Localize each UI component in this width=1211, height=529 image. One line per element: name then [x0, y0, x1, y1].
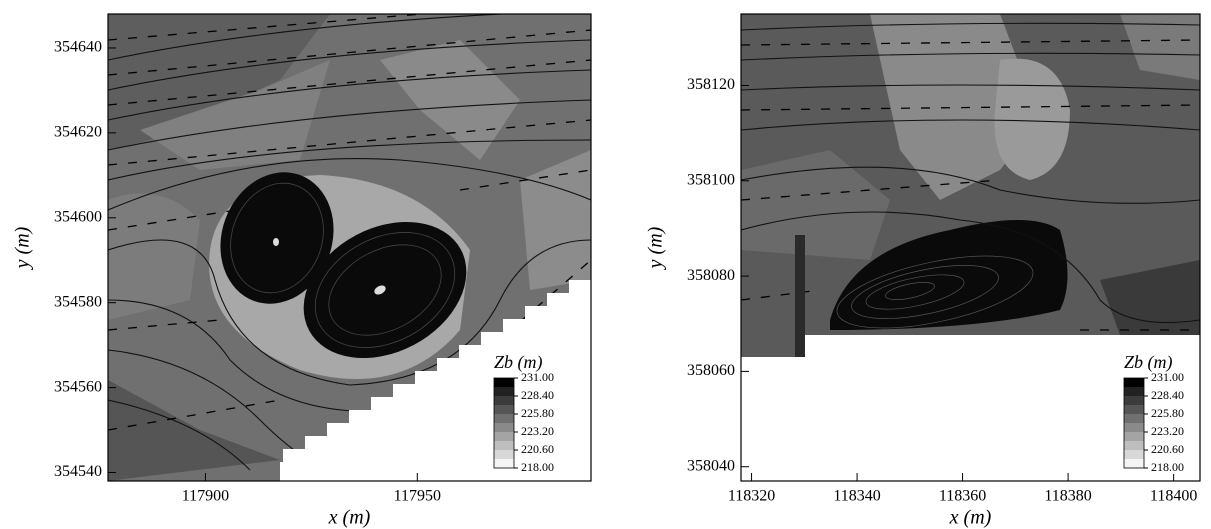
colorbar-label: 218.00	[521, 460, 554, 474]
field-right	[741, 14, 1200, 481]
colorbar-label: 225.80	[521, 406, 554, 420]
y-tick-label: 354640	[54, 39, 102, 56]
colorbar-band	[494, 414, 514, 424]
colorbar-band	[494, 396, 514, 406]
plot-frame	[107, 13, 592, 482]
colorbar-band	[1124, 423, 1144, 433]
colorbar-label: 223.20	[1151, 424, 1184, 438]
y-tick-label: 354560	[54, 378, 102, 395]
colorbar-band	[494, 450, 514, 460]
colorbar-band	[494, 432, 514, 442]
x-tick-label: 118320	[728, 488, 775, 505]
colorbar-band	[1124, 432, 1144, 442]
y-tick-label: 354540	[54, 463, 102, 480]
colorbar-title: Zb (m)	[494, 352, 543, 373]
y-tick-label: 358080	[687, 267, 735, 284]
colorbar-band	[1124, 459, 1144, 469]
field-left	[108, 14, 591, 481]
colorbar-band	[1124, 405, 1144, 415]
colorbar-label: 231.00	[1151, 370, 1184, 384]
x-tick-label: 117900	[182, 488, 229, 505]
colorbar-band	[1124, 450, 1144, 460]
y-axis-label: y (m)	[645, 226, 667, 270]
x-tick-label: 118340	[833, 488, 880, 505]
colorbar-label: 228.40	[1151, 388, 1184, 402]
colorbar-band	[1124, 396, 1144, 406]
colorbar-frame	[1123, 377, 1145, 469]
colorbar-band	[494, 387, 514, 397]
colorbar-band	[494, 378, 514, 388]
y-tick-label: 354600	[54, 208, 102, 225]
colorbar-frame	[493, 377, 515, 469]
colorbar-band	[494, 423, 514, 433]
colorbar-band	[494, 405, 514, 415]
y-tick-label: 354620	[54, 124, 102, 141]
colorbar-label: 218.00	[1151, 460, 1184, 474]
y-tick-label: 358120	[687, 76, 735, 93]
x-tick-label: 118400	[1150, 488, 1197, 505]
colorbar-band	[1124, 414, 1144, 424]
y-axis-label: y (m)	[12, 226, 34, 270]
y-tick-label: 358060	[687, 362, 735, 379]
x-tick-label: 117950	[394, 488, 441, 505]
x-tick-label: 118360	[939, 488, 986, 505]
plot-frame	[740, 13, 1201, 482]
colorbar-label: 223.20	[521, 424, 554, 438]
colorbar-band	[494, 441, 514, 451]
colorbar-label: 220.60	[1151, 442, 1184, 456]
colorbar-label: 228.40	[521, 388, 554, 402]
x-axis-label: x (m)	[949, 507, 992, 529]
x-tick-label: 118380	[1044, 488, 1091, 505]
colorbar-band	[1124, 378, 1144, 388]
y-tick-label: 358040	[687, 457, 735, 474]
colorbar-band	[494, 459, 514, 469]
y-tick-label: 358100	[687, 171, 735, 188]
colorbar-band	[1124, 387, 1144, 397]
colorbar-title: Zb (m)	[1124, 352, 1173, 373]
colorbar-label: 220.60	[521, 442, 554, 456]
y-tick-label: 354580	[54, 293, 102, 310]
colorbar-label: 225.80	[1151, 406, 1184, 420]
colorbar-band	[1124, 441, 1144, 451]
x-axis-label: x (m)	[328, 507, 371, 529]
colorbar-label: 231.00	[521, 370, 554, 384]
